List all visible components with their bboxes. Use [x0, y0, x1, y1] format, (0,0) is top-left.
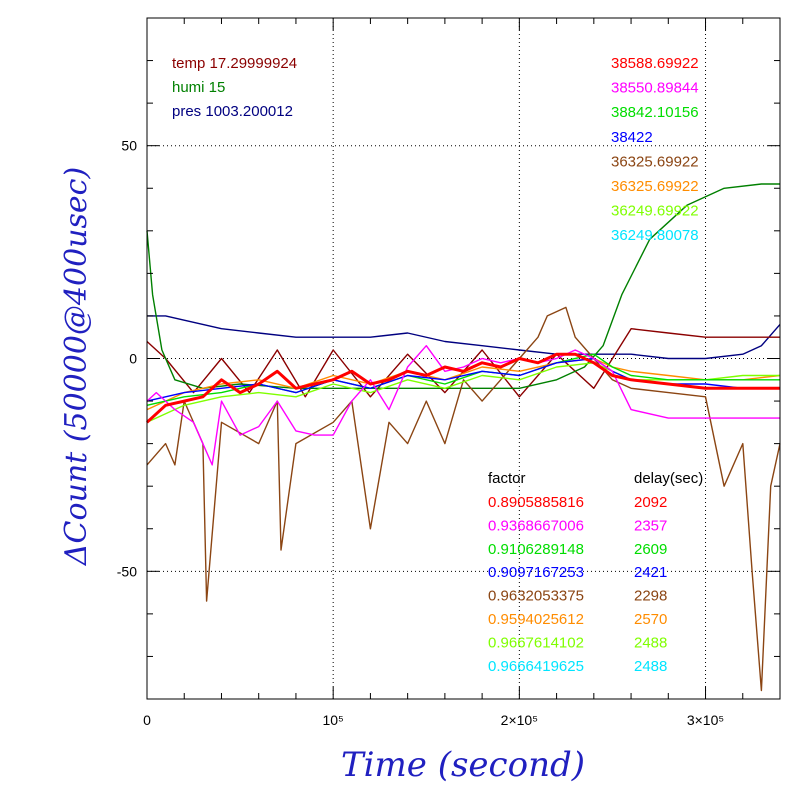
series-line-7 — [146, 353, 780, 406]
factor-value: 0.9667614102 — [488, 634, 584, 651]
series-line-9 — [146, 345, 780, 466]
factor-value: 0.9097167253 — [488, 564, 584, 581]
factor-table: 0.8905885816 2092 0.9368667006 2357 0.910628… — [488, 494, 667, 675]
environment-label: humi 15 — [172, 79, 225, 96]
factor-value: 0.8905885816 — [488, 494, 584, 511]
delay-value: 2357 — [634, 517, 667, 534]
series-line-3 — [146, 183, 780, 389]
series-line-6 — [146, 362, 780, 423]
delay-value: 2298 — [634, 588, 667, 605]
series-line-1 — [147, 315, 781, 360]
x-tick-label: 0 — [143, 712, 151, 728]
series-value-label: 36249.69922 — [611, 203, 699, 220]
factor-header: factor — [488, 470, 526, 487]
environment-label: temp 17.29999924 — [172, 55, 297, 72]
x-tick-label: 3×10⁵ — [687, 712, 724, 728]
y-axis-label: ΔCount (50000@400usec) — [59, 167, 94, 566]
environment-label: pres 1003.200012 — [172, 103, 293, 120]
tick-labels: 0 10⁵ 2×10⁵ 3×10⁵ -50 0 50 — [117, 138, 724, 728]
series-value-label: 38550.89844 — [611, 80, 699, 97]
series-value-label: 38588.69922 — [611, 55, 699, 72]
y-tick-label: 0 — [129, 351, 137, 367]
delay-value: 2488 — [634, 658, 667, 675]
series-value-label: 36325.69922 — [611, 178, 699, 195]
series-line-2 — [146, 328, 780, 398]
x-axis-label: Time (second) — [341, 745, 585, 785]
factor-value: 0.9632053375 — [488, 588, 584, 605]
axis-ticks — [146, 17, 781, 700]
delay-value: 2092 — [634, 494, 667, 511]
series-value-label: 36249.80078 — [611, 227, 699, 244]
series-value-label: 36325.69922 — [611, 153, 699, 170]
environment-labels: temp 17.29999924 humi 15 pres 1003.200012 — [172, 55, 297, 120]
factor-value: 0.9594025612 — [488, 611, 584, 628]
factor-value: 0.9106289148 — [488, 541, 584, 558]
x-tick-label: 2×10⁵ — [501, 712, 538, 728]
series-value-labels: 38588.69922 38550.89844 38842.10156 38422 36… — [611, 55, 699, 244]
factor-value: 0.9368667006 — [488, 517, 584, 534]
series-lines — [145, 183, 781, 692]
delay-value: 2570 — [634, 611, 667, 628]
y-tick-label: 50 — [121, 138, 137, 154]
series-value-label: 38842.10156 — [611, 104, 699, 121]
x-tick-label: 10⁵ — [322, 712, 343, 728]
y-tick-label: -50 — [117, 563, 137, 579]
delay-value: 2488 — [634, 634, 667, 651]
factor-value: 0.9666419625 — [488, 658, 584, 675]
series-line-4 — [146, 306, 781, 692]
series-value-label: 38422 — [611, 129, 653, 146]
delay-value: 2609 — [634, 541, 667, 558]
series-line-10 — [145, 352, 780, 424]
delay-value: 2421 — [634, 564, 667, 581]
delay-header: delay(sec) — [634, 470, 703, 487]
